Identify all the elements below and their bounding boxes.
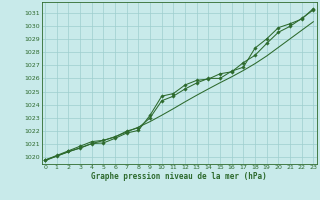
X-axis label: Graphe pression niveau de la mer (hPa): Graphe pression niveau de la mer (hPa) <box>91 172 267 181</box>
